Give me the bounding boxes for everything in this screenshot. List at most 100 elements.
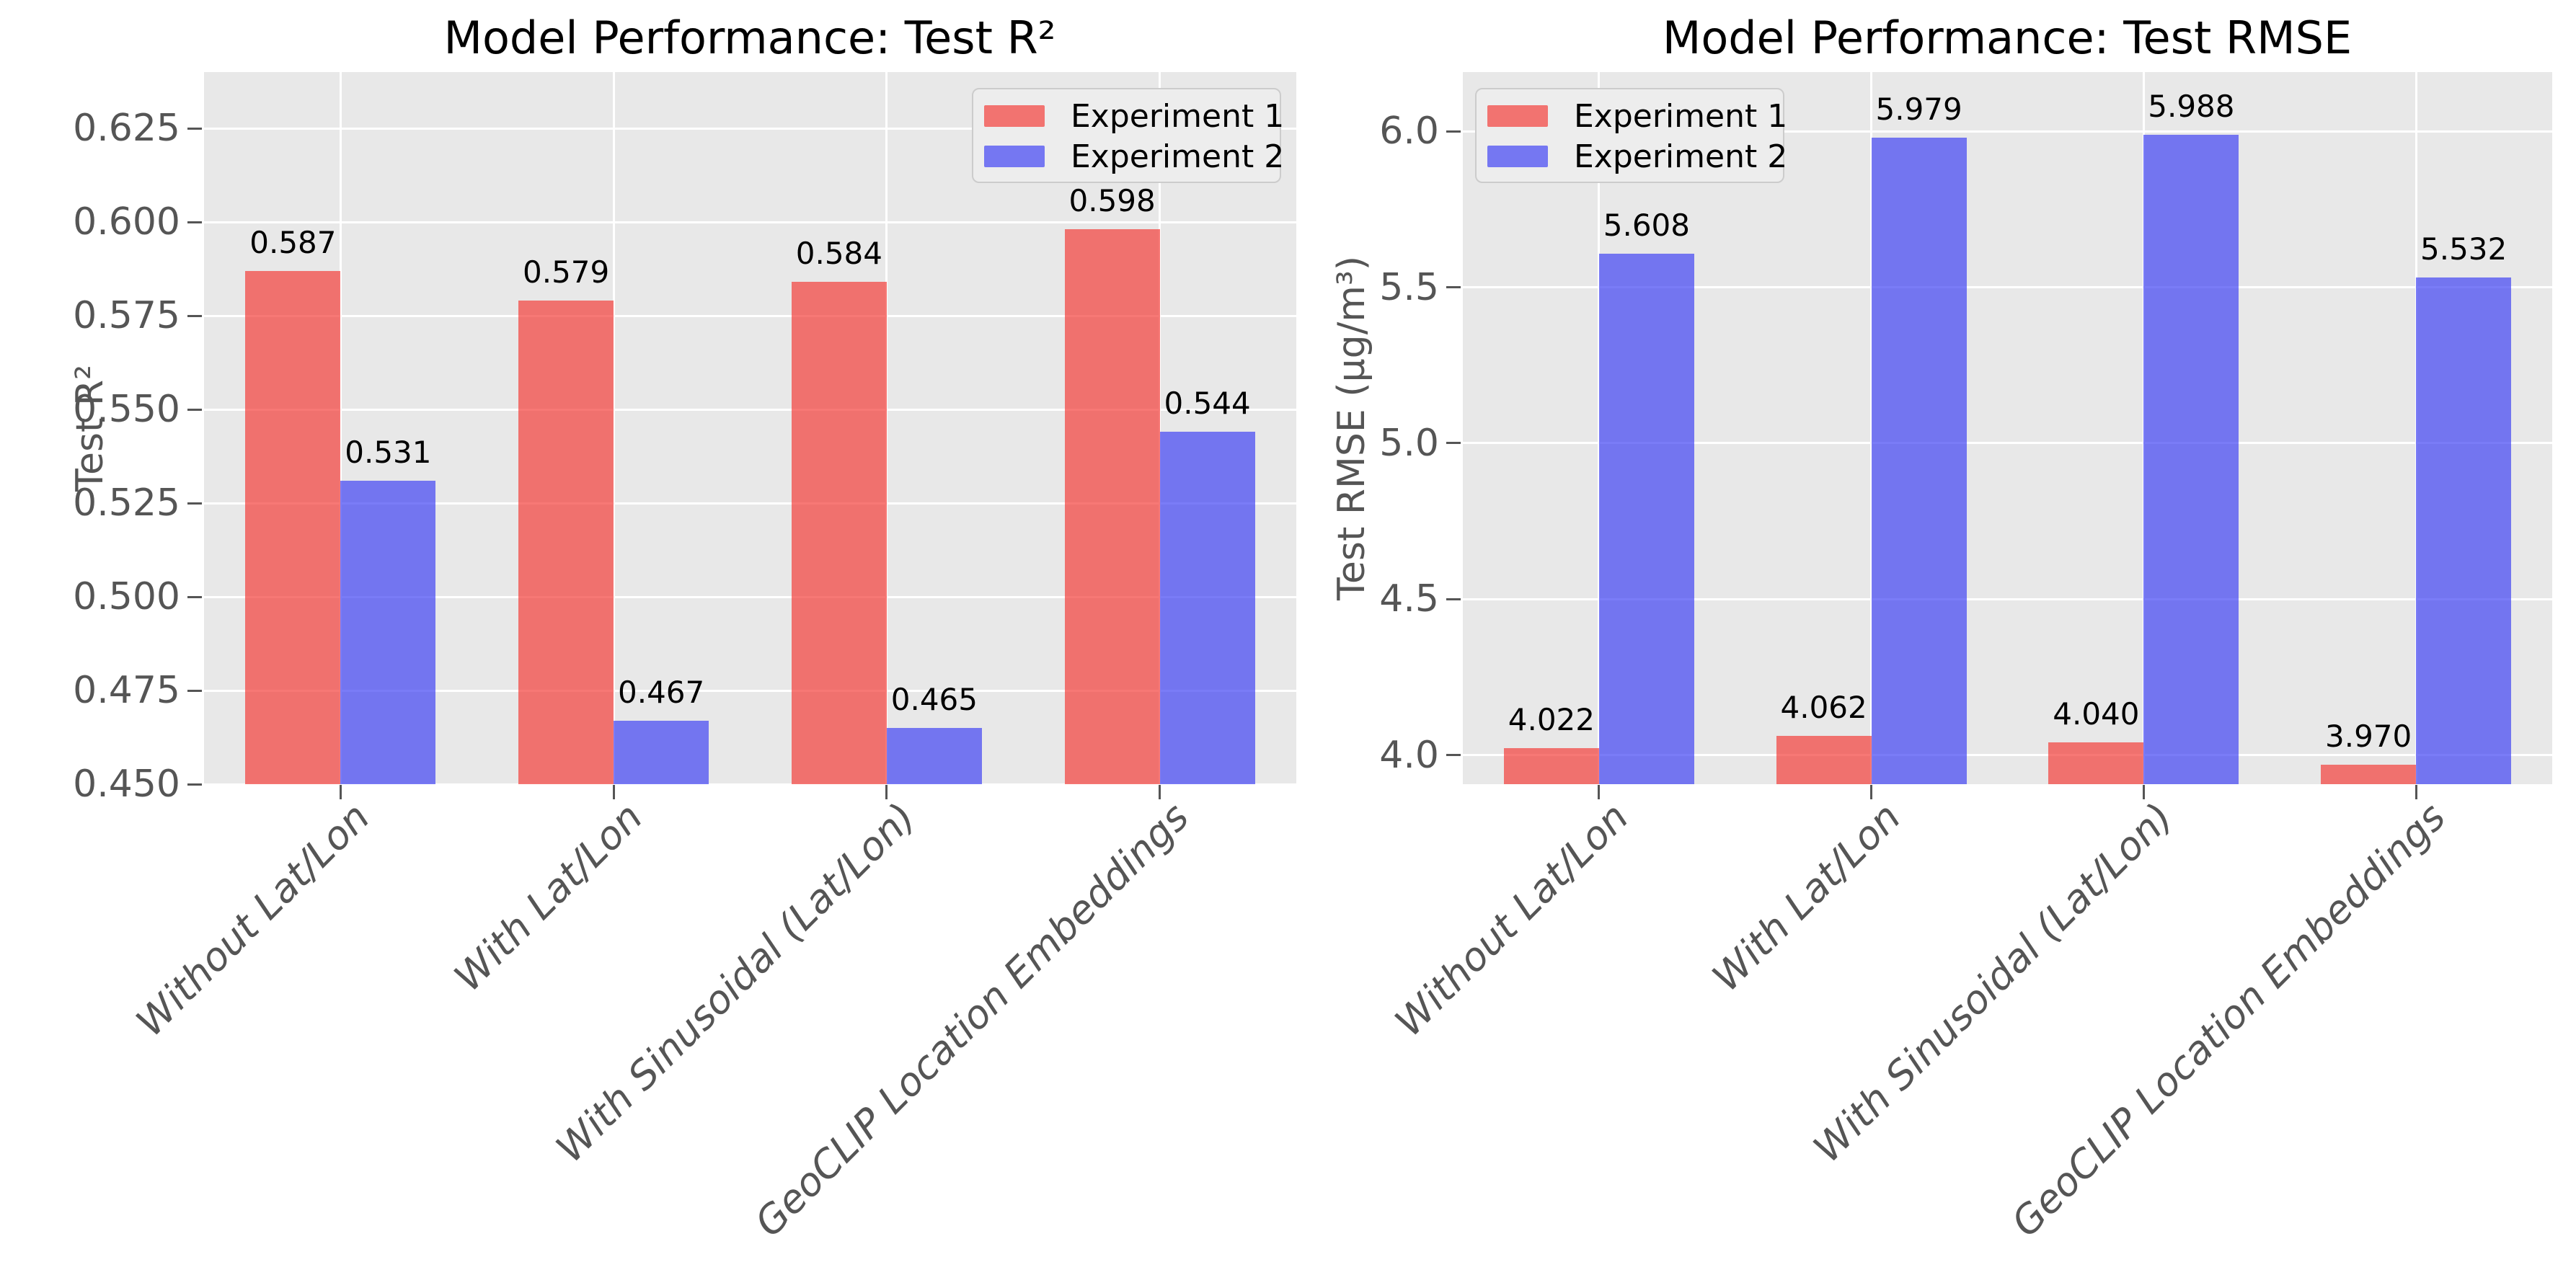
x-tick-label: With Lat/Lon xyxy=(445,794,652,1000)
y-tick-mark xyxy=(187,408,202,411)
y-tick-mark xyxy=(1446,754,1461,757)
y-tick-mark xyxy=(187,783,202,786)
bar-experiment1 xyxy=(1064,229,1160,784)
bar-experiment2 xyxy=(614,720,709,784)
legend-label: Experiment 1 xyxy=(1071,97,1285,135)
x-tick-label: Without Lat/Lon xyxy=(127,794,379,1045)
y-tick-label: 0.525 xyxy=(73,481,180,525)
bar-value-label: 5.988 xyxy=(2148,89,2235,125)
bar-value-label: 0.531 xyxy=(345,434,432,470)
y-tick-label: 0.475 xyxy=(73,669,180,712)
bar-experiment1 xyxy=(2321,764,2417,784)
bar-experiment2 xyxy=(1871,138,1967,784)
legend-entry: Experiment 2 xyxy=(1487,138,1787,175)
y-tick-label: 4.0 xyxy=(1379,733,1439,777)
bar-experiment2 xyxy=(1159,432,1255,784)
legend-entry: Experiment 1 xyxy=(1487,98,1787,135)
y-tick-label: 6.0 xyxy=(1379,110,1439,154)
x-tick-mark xyxy=(2415,785,2417,799)
bar-experiment1 xyxy=(1776,735,1872,784)
gridline-horizontal xyxy=(204,595,1296,598)
bar-experiment2 xyxy=(2143,135,2239,784)
bar-experiment2 xyxy=(2416,277,2512,784)
gridline-horizontal xyxy=(204,689,1296,692)
chart-title-r2: Model Performance: Test R² xyxy=(443,12,1056,64)
bar-experiment1 xyxy=(245,270,341,784)
x-tick-label: GeoCLIP Location Embeddings xyxy=(745,794,1198,1246)
y-tick-mark xyxy=(1446,130,1461,133)
bar-value-label: 0.465 xyxy=(890,682,978,717)
y-tick-mark xyxy=(1446,597,1461,600)
legend-label: Experiment 2 xyxy=(1574,138,1788,175)
bar-value-label: 3.970 xyxy=(2325,718,2412,754)
legend-rmse: Experiment 1 Experiment 2 xyxy=(1475,88,1787,183)
bar-value-label: 0.587 xyxy=(249,224,337,260)
y-tick-label: 0.625 xyxy=(73,107,180,150)
y-tick-label: 4.5 xyxy=(1379,577,1439,621)
x-tick-mark xyxy=(612,785,615,799)
y-tick-label: 0.575 xyxy=(73,294,180,337)
bar-experiment1 xyxy=(518,301,614,784)
x-tick-mark xyxy=(1870,785,1873,799)
y-tick-mark xyxy=(187,127,202,130)
bar-value-label: 5.532 xyxy=(2420,231,2508,267)
y-tick-mark xyxy=(187,595,202,598)
gridline-horizontal xyxy=(1463,754,2552,757)
bar-value-label: 5.608 xyxy=(1603,207,1690,243)
gridline-horizontal xyxy=(204,314,1296,317)
gridline-vertical xyxy=(885,72,888,784)
legend-swatch xyxy=(1487,146,1548,167)
x-tick-mark xyxy=(1159,785,1161,799)
legend-swatch xyxy=(1487,105,1548,127)
bar-experiment2 xyxy=(340,480,436,784)
legend-label: Experiment 1 xyxy=(1574,97,1788,135)
bar-experiment2 xyxy=(1598,253,1694,784)
plot-area-rmse: 4.022 4.062 4.040 3.970 5.608 5.979 5.988 5.532 xyxy=(1463,72,2552,784)
y-tick-label: 0.600 xyxy=(73,200,180,244)
gridline-horizontal xyxy=(1463,286,2552,289)
bar-experiment1 xyxy=(2048,742,2144,784)
y-tick-label: 5.0 xyxy=(1379,421,1439,465)
legend-swatch xyxy=(984,105,1045,127)
legend-r2: Experiment 1 Experiment 2 xyxy=(972,88,1284,183)
bar-value-label: 4.040 xyxy=(2053,696,2140,732)
bar-experiment1 xyxy=(791,282,887,784)
y-tick-mark xyxy=(187,502,202,505)
bar-value-label: 5.979 xyxy=(1875,92,1962,128)
x-tick-mark xyxy=(1598,785,1601,799)
bar-value-label: 0.579 xyxy=(523,254,610,290)
bar-value-label: 0.584 xyxy=(795,236,882,272)
y-tick-label: 5.5 xyxy=(1379,265,1439,309)
x-tick-label: With Lat/Lon xyxy=(1703,794,1910,1000)
y-tick-label: 0.550 xyxy=(73,388,180,431)
gridline-horizontal xyxy=(204,783,1296,784)
bar-value-label: 4.062 xyxy=(1780,689,1867,725)
gridline-horizontal xyxy=(204,502,1296,505)
x-tick-mark xyxy=(2142,785,2145,799)
legend-entry: Experiment 1 xyxy=(984,98,1284,135)
y-tick-mark xyxy=(187,314,202,317)
x-tick-label: GeoCLIP Location Embeddings xyxy=(2002,794,2454,1246)
plot-area-r2: 0.587 0.579 0.584 0.598 0.531 0.467 0.465 0.544 xyxy=(204,72,1296,784)
gridline-vertical xyxy=(1159,72,1161,784)
y-axis-label-rmse: Test RMSE (μg/m³) xyxy=(1330,255,1373,601)
y-tick-mark xyxy=(187,689,202,692)
bar-value-label: 4.022 xyxy=(1508,702,1595,738)
gridline-horizontal xyxy=(1463,130,2552,133)
bar-value-label: 0.598 xyxy=(1068,183,1156,219)
bar-value-label: 0.544 xyxy=(1164,386,1251,422)
bar-experiment1 xyxy=(1503,748,1599,784)
gridline-horizontal xyxy=(1463,597,2552,600)
y-tick-mark xyxy=(1446,442,1461,445)
x-tick-label: Without Lat/Lon xyxy=(1386,794,1637,1045)
y-tick-label: 0.500 xyxy=(73,575,180,618)
gridline-vertical xyxy=(612,72,615,784)
y-tick-mark xyxy=(1446,286,1461,289)
y-tick-label: 0.450 xyxy=(73,763,180,806)
bar-value-label: 0.467 xyxy=(618,674,705,710)
x-tick-mark xyxy=(885,785,888,799)
gridline-horizontal xyxy=(204,408,1296,411)
x-tick-mark xyxy=(339,785,342,799)
chart-title-rmse: Model Performance: Test RMSE xyxy=(1662,12,2353,64)
y-tick-mark xyxy=(187,221,202,223)
